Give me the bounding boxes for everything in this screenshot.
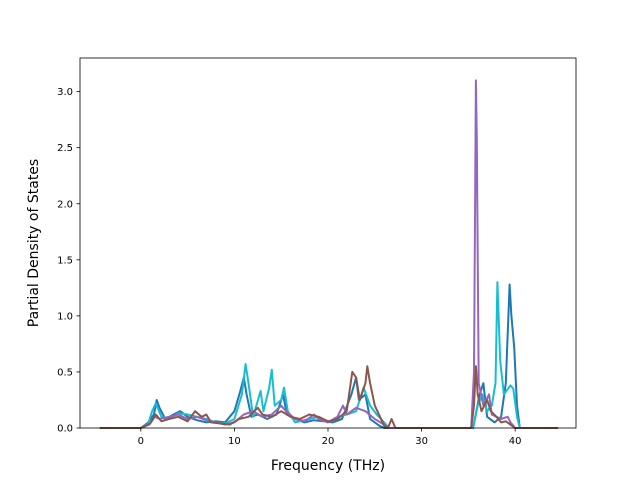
y-axis-label: Partial Density of States <box>26 159 42 327</box>
series-line-4 <box>99 365 559 429</box>
y-tick-label: 2.0 <box>57 199 73 210</box>
y-tick-label: 1.5 <box>57 255 73 266</box>
y-tick-label: 0.5 <box>57 367 73 378</box>
y-tick-label: 0.0 <box>57 424 73 435</box>
y-tick-label: 1.0 <box>57 311 73 322</box>
x-axis: 0 10 20 30 40 <box>138 428 522 447</box>
x-tick-label: 20 <box>322 436 335 447</box>
y-tick-label: 3.0 <box>57 87 73 98</box>
x-tick-label: 40 <box>509 436 522 447</box>
x-tick-label: 0 <box>138 436 144 447</box>
series-line-3 <box>99 79 559 429</box>
x-tick-label: 10 <box>228 436 241 447</box>
y-axis: 0.0 0.5 1.0 1.5 2.0 2.5 3.0 <box>57 87 80 435</box>
x-axis-label: Frequency (THz) <box>271 458 385 474</box>
y-tick-label: 2.5 <box>57 143 73 154</box>
x-tick-label: 30 <box>415 436 428 447</box>
series-layer <box>99 79 559 429</box>
